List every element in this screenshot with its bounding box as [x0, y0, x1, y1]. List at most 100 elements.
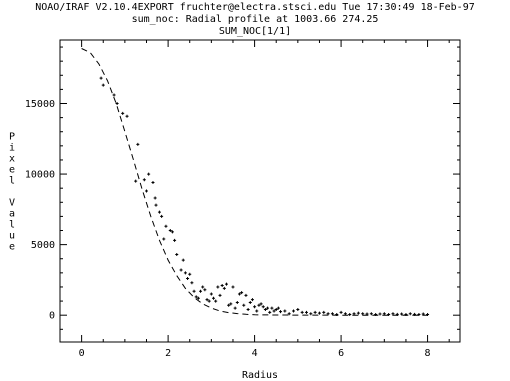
header-line-1: NOAO/IRAF V2.10.4EXPORT fruchter@electra…	[35, 2, 475, 13]
data-point	[162, 237, 166, 241]
x-tick-label: 4	[252, 348, 258, 359]
x-tick-label: 8	[425, 348, 431, 359]
y-tick-label: 5000	[31, 240, 55, 251]
data-point	[257, 303, 261, 307]
data-point	[272, 309, 276, 313]
fit-curve	[81, 48, 428, 316]
data-point	[330, 312, 334, 316]
data-point	[408, 312, 412, 316]
data-point	[255, 309, 259, 313]
data-point	[227, 303, 231, 307]
data-point	[186, 276, 190, 280]
data-point	[356, 311, 360, 315]
data-point	[188, 272, 192, 276]
data-point	[229, 302, 233, 306]
data-point	[244, 293, 248, 297]
data-point	[369, 312, 373, 316]
data-point	[242, 303, 246, 307]
data-point	[142, 178, 146, 182]
data-point	[313, 310, 317, 314]
y-tick-label: 10000	[25, 170, 55, 181]
data-point	[266, 306, 270, 310]
data-point	[246, 308, 250, 312]
data-point	[235, 300, 239, 304]
x-axis-label: Radius	[242, 370, 278, 381]
data-point	[276, 306, 280, 310]
data-point	[115, 102, 119, 106]
data-point	[101, 83, 105, 87]
data-point	[270, 306, 274, 310]
data-point	[144, 189, 148, 193]
data-point	[296, 308, 300, 312]
data-point	[335, 312, 339, 316]
data-point	[326, 312, 330, 316]
data-point	[361, 312, 365, 316]
x-tick-label: 0	[79, 348, 85, 359]
data-point	[413, 312, 417, 316]
x-tick-label: 2	[165, 348, 171, 359]
y-tick-label: 0	[49, 311, 55, 322]
data-point	[134, 179, 138, 183]
data-point	[248, 300, 252, 304]
data-point	[160, 214, 164, 218]
data-point	[391, 312, 395, 316]
data-point	[339, 310, 343, 314]
data-point	[207, 299, 211, 303]
data-point	[274, 308, 278, 312]
data-point	[224, 282, 228, 286]
y-axis-label-char: x	[9, 154, 15, 165]
data-point	[136, 142, 140, 146]
data-point	[112, 93, 116, 97]
data-point	[212, 296, 216, 300]
y-axis-label-char: V	[9, 198, 15, 209]
y-axis-label-char: l	[9, 220, 15, 231]
data-point	[287, 312, 291, 316]
data-point	[125, 114, 129, 118]
data-point	[173, 238, 177, 242]
y-axis-label-char: e	[9, 242, 15, 253]
data-point	[147, 172, 151, 176]
data-point	[175, 253, 179, 257]
data-point	[250, 298, 254, 302]
data-point	[168, 229, 172, 233]
data-point	[209, 292, 213, 296]
data-point	[192, 289, 196, 293]
y-axis-label-char: a	[9, 209, 15, 220]
data-point	[283, 309, 287, 313]
data-point	[348, 312, 352, 316]
data-point	[199, 289, 203, 293]
data-point	[201, 285, 205, 289]
data-point	[421, 312, 425, 316]
chart-title: sum_noc: Radial profile at 1003.66 274.2…	[131, 14, 379, 25]
data-point	[365, 312, 369, 316]
data-point	[374, 312, 378, 316]
y-axis-label-char: e	[9, 165, 15, 176]
data-point	[240, 291, 244, 295]
data-point	[194, 295, 198, 299]
data-point	[304, 310, 308, 314]
data-point	[259, 302, 263, 306]
data-point	[261, 305, 265, 309]
data-point	[214, 299, 218, 303]
y-axis-label-char: l	[9, 176, 15, 187]
data-point	[190, 281, 194, 285]
data-point	[352, 312, 356, 316]
y-tick-label: 15000	[25, 99, 55, 110]
data-point	[220, 284, 224, 288]
data-point	[317, 311, 321, 315]
data-point	[181, 258, 185, 262]
data-point	[322, 310, 326, 314]
data-point	[216, 285, 220, 289]
data-point	[387, 312, 391, 316]
data-point	[218, 293, 222, 297]
data-point	[237, 292, 241, 296]
data-point	[404, 312, 408, 316]
data-point	[151, 181, 155, 185]
data-point	[157, 210, 161, 214]
data-point	[196, 296, 200, 300]
data-point	[203, 288, 207, 292]
y-axis-label-char: P	[9, 132, 15, 143]
data-point	[378, 312, 382, 316]
